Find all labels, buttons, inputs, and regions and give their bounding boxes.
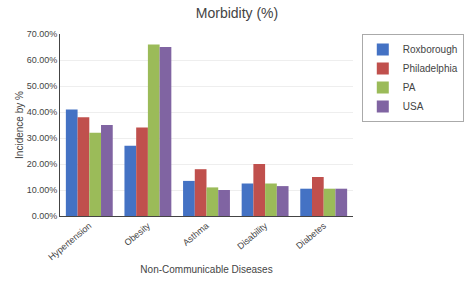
svg-text:20.00%: 20.00% [27, 159, 58, 169]
svg-text:Morbidity (%): Morbidity (%) [196, 5, 278, 21]
svg-text:Philadelphia: Philadelphia [403, 63, 458, 74]
svg-text:60.00%: 60.00% [27, 55, 58, 65]
svg-text:Disability: Disability [235, 220, 269, 251]
svg-text:Asthma: Asthma [181, 221, 211, 248]
svg-text:10.00%: 10.00% [27, 185, 58, 195]
svg-text:30.00%: 30.00% [27, 133, 58, 143]
svg-text:Roxborough: Roxborough [403, 44, 457, 55]
svg-text:Incidence by %: Incidence by % [14, 91, 25, 159]
svg-text:0.00%: 0.00% [32, 211, 58, 221]
svg-text:40.00%: 40.00% [27, 107, 58, 117]
svg-text:Diabetes: Diabetes [294, 220, 328, 251]
svg-text:Obesity: Obesity [122, 220, 152, 248]
svg-text:70.00%: 70.00% [27, 29, 58, 39]
svg-text:Hypertension: Hypertension [46, 221, 93, 263]
svg-text:50.00%: 50.00% [27, 81, 58, 91]
svg-text:PA: PA [403, 82, 416, 93]
svg-text:Non-Communicable Diseases: Non-Communicable Diseases [140, 264, 272, 275]
svg-text:USA: USA [403, 101, 424, 112]
